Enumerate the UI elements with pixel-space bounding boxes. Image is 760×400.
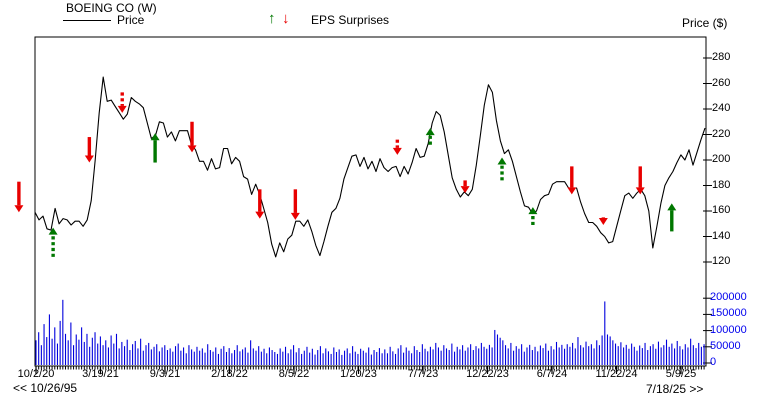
eps-up-arrow-icon: ↑ [268, 10, 276, 27]
scroll-forward-link[interactable]: 7/18/25 >> [646, 382, 704, 396]
eps-arrow-head [667, 203, 677, 211]
date-axis-label: 5/9/25 [665, 368, 697, 380]
eps-legend-label: EPS Surprises [311, 13, 390, 27]
eps-down-arrow-icon: ↓ [282, 10, 290, 27]
price-axis-label: 160 [712, 204, 731, 216]
eps-arrow-head [392, 147, 402, 155]
date-axis-label: 8/5/22 [278, 368, 310, 380]
price-axis-label: 120 [712, 255, 731, 267]
volume-axis-label: 150000 [710, 307, 747, 320]
eps-arrow-head [290, 212, 300, 220]
eps-arrow-head [567, 187, 577, 195]
volume-axis-label: 200000 [710, 291, 747, 304]
eps-arrow-head [460, 186, 470, 194]
price-axis-label: 180 [712, 178, 731, 191]
eps-arrow-head [635, 187, 645, 195]
price-axis-label: 140 [712, 229, 731, 242]
eps-arrow-head [84, 155, 94, 163]
date-axis-label: 11/22/24 [595, 368, 638, 380]
eps-arrow-head [497, 157, 507, 165]
chart-title: BOEING CO (W) [66, 1, 157, 15]
price-line [34, 76, 706, 258]
eps-arrow-head [255, 211, 265, 219]
date-axis-label: 6/7/24 [536, 368, 568, 380]
price-axis-label: 200 [712, 153, 731, 165]
date-axis-label: 12/22/23 [466, 368, 509, 380]
date-axis-label: 2/18/22 [211, 368, 248, 380]
date-axis-label: 9/3/21 [149, 368, 181, 380]
eps-arrow-head [425, 128, 435, 136]
plot-border [34, 36, 707, 367]
price-axis-label: 260 [712, 76, 731, 89]
volume-axis-label: 50000 [710, 339, 741, 352]
price-axis-label: 280 [712, 51, 731, 63]
price-legend-label: Price [117, 13, 145, 27]
eps-arrow-head [598, 218, 608, 226]
eps-arrow-head [187, 145, 197, 153]
volume-axis-label: 0 [710, 356, 717, 368]
eps-arrow-head [528, 207, 538, 215]
price-axis-label: 240 [712, 102, 731, 114]
scroll-back-link[interactable]: << 10/26/95 [13, 381, 78, 395]
date-axis-label: 7/7/23 [407, 368, 439, 380]
right-axis-title: Price ($) [682, 16, 728, 30]
date-axis-label: 10/2/20 [17, 368, 55, 380]
price-axis-label: 220 [712, 127, 731, 140]
date-axis-label: 1/20/23 [340, 368, 377, 380]
price-legend-line-swatch [63, 20, 111, 21]
eps-arrow-head [117, 105, 127, 113]
eps-arrow-head [14, 205, 24, 213]
eps-arrow-head [48, 227, 58, 235]
volume-axis-label: 100000 [710, 323, 747, 336]
date-axis-label: 3/19/21 [82, 368, 119, 380]
eps-arrow-head [150, 133, 160, 141]
